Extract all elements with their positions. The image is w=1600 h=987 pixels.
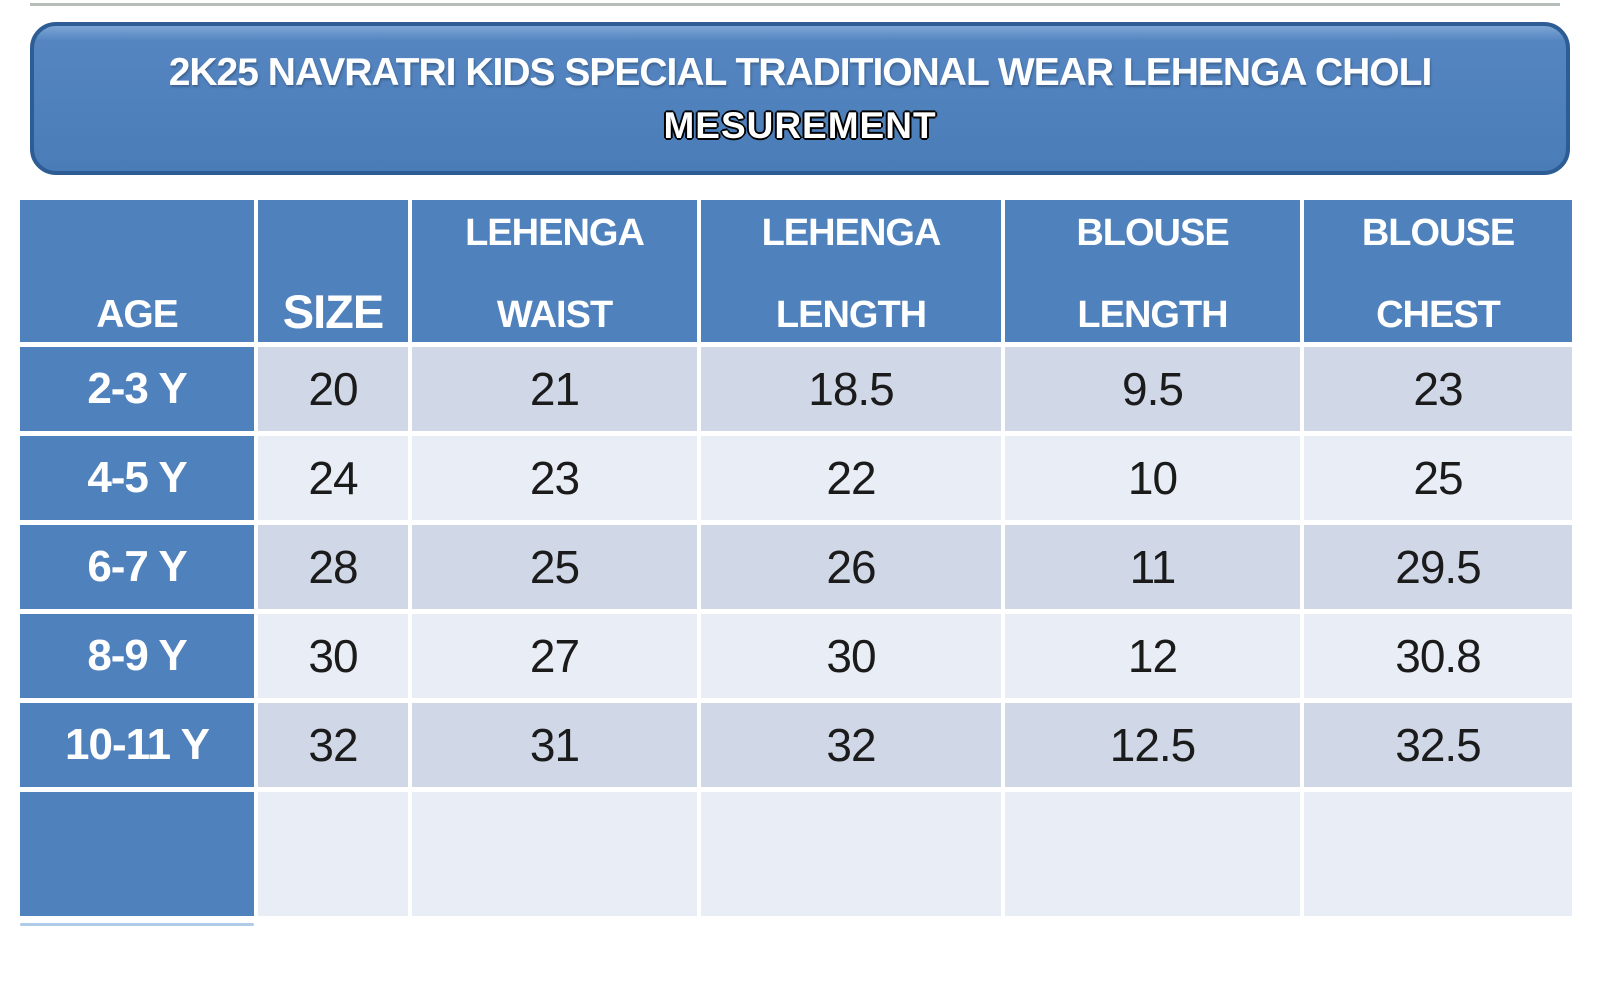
table-cell-blouse-chest: [1304, 792, 1572, 916]
table-row-6-7y: 6-7 Y 28 25 26 11 29.5: [20, 525, 1572, 609]
table-cell-lehenga-waist: 27: [412, 614, 697, 698]
top-divider-line: [30, 3, 1560, 6]
table-cell-lehenga-length: [701, 792, 1001, 916]
table-header-row: AGE SIZE LEHENGA WAIST LEHENGA LENGTH: [20, 200, 1572, 342]
table-cell-size: 32: [258, 703, 408, 787]
column-header-size: SIZE: [258, 200, 408, 342]
table-cell-size: [258, 792, 408, 916]
row-header-cell: [20, 792, 254, 916]
table-cell-blouse-length: 9.5: [1005, 347, 1300, 431]
table-row-empty: [20, 792, 1572, 916]
table-cell-blouse-chest: 29.5: [1304, 525, 1572, 609]
table-cell-lehenga-waist: 25: [412, 525, 697, 609]
table-row-10-11y: 10-11 Y 32 31 32 12.5 32.5: [20, 703, 1572, 787]
header-line-top: LEHENGA: [465, 212, 645, 254]
table-cell-lehenga-waist: 21: [412, 347, 697, 431]
table-cell-blouse-length: 11: [1005, 525, 1300, 609]
title-banner: 2K25 NAVRATRI KIDS SPECIAL TRADITIONAL W…: [30, 22, 1570, 175]
table-row-4-5y: 4-5 Y 24 23 22 10 25: [20, 436, 1572, 520]
table-cell-lehenga-length: 26: [701, 525, 1001, 609]
table-cell-blouse-chest: 25: [1304, 436, 1572, 520]
row-header-cell: 10-11 Y: [20, 703, 254, 787]
table-cell-size: 30: [258, 614, 408, 698]
table-row-8-9y: 8-9 Y 30 27 30 12 30.8: [20, 614, 1572, 698]
header-line-bottom: LENGTH: [1077, 294, 1228, 337]
table-cell-lehenga-length: 30: [701, 614, 1001, 698]
table-row-2-3y: 2-3 Y 20 21 18.5 9.5 23: [20, 347, 1572, 431]
row-header-cell: 6-7 Y: [20, 525, 254, 609]
header-line-bottom: LENGTH: [775, 294, 927, 337]
table-cell-blouse-chest: 32.5: [1304, 703, 1572, 787]
header-line-bottom: CHEST: [1376, 294, 1501, 337]
table-cell-lehenga-waist: [412, 792, 697, 916]
column-header-blouse-length: BLOUSE LENGTH: [1005, 200, 1300, 342]
table-cell-size: 20: [258, 347, 408, 431]
header-line-bottom: AGE: [96, 293, 179, 337]
table-cell-blouse-chest: 23: [1304, 347, 1572, 431]
header-line-top: BLOUSE: [1361, 212, 1515, 254]
table-cell-blouse-length: [1005, 792, 1300, 916]
header-line-bottom: WAIST: [496, 294, 613, 337]
column-header-age: AGE: [20, 200, 254, 342]
row-header-cell: 2-3 Y: [20, 347, 254, 431]
row-header-cell: 8-9 Y: [20, 614, 254, 698]
table-cell-size: 24: [258, 436, 408, 520]
table-cell-blouse-chest: 30.8: [1304, 614, 1572, 698]
table-cell-lehenga-waist: 31: [412, 703, 697, 787]
table-cell-lehenga-length: 18.5: [701, 347, 1001, 431]
header-line-bottom: SIZE: [282, 284, 384, 338]
table-cell-blouse-length: 10: [1005, 436, 1300, 520]
table-cell-size: 28: [258, 525, 408, 609]
table-cell-lehenga-length: 32: [701, 703, 1001, 787]
header-line-top: BLOUSE: [1076, 212, 1229, 254]
column-header-lehenga-waist: LEHENGA WAIST: [412, 200, 697, 342]
measurement-table: AGE SIZE LEHENGA WAIST LEHENGA LENGTH: [16, 195, 1576, 921]
column-header-blouse-chest: BLOUSE CHEST: [1304, 200, 1572, 342]
page-title: 2K25 NAVRATRI KIDS SPECIAL TRADITIONAL W…: [168, 50, 1433, 94]
row-header-cell: 4-5 Y: [20, 436, 254, 520]
table-cell-lehenga-length: 22: [701, 436, 1001, 520]
header-line-top: LEHENGA: [761, 212, 942, 254]
table-cell-lehenga-waist: 23: [412, 436, 697, 520]
page-subtitle: MESUREMENT: [663, 104, 937, 146]
column-header-lehenga-length: LEHENGA LENGTH: [701, 200, 1001, 342]
table-cell-blouse-length: 12.5: [1005, 703, 1300, 787]
table-cell-blouse-length: 12: [1005, 614, 1300, 698]
table-bottom-accent-line: [20, 923, 254, 926]
